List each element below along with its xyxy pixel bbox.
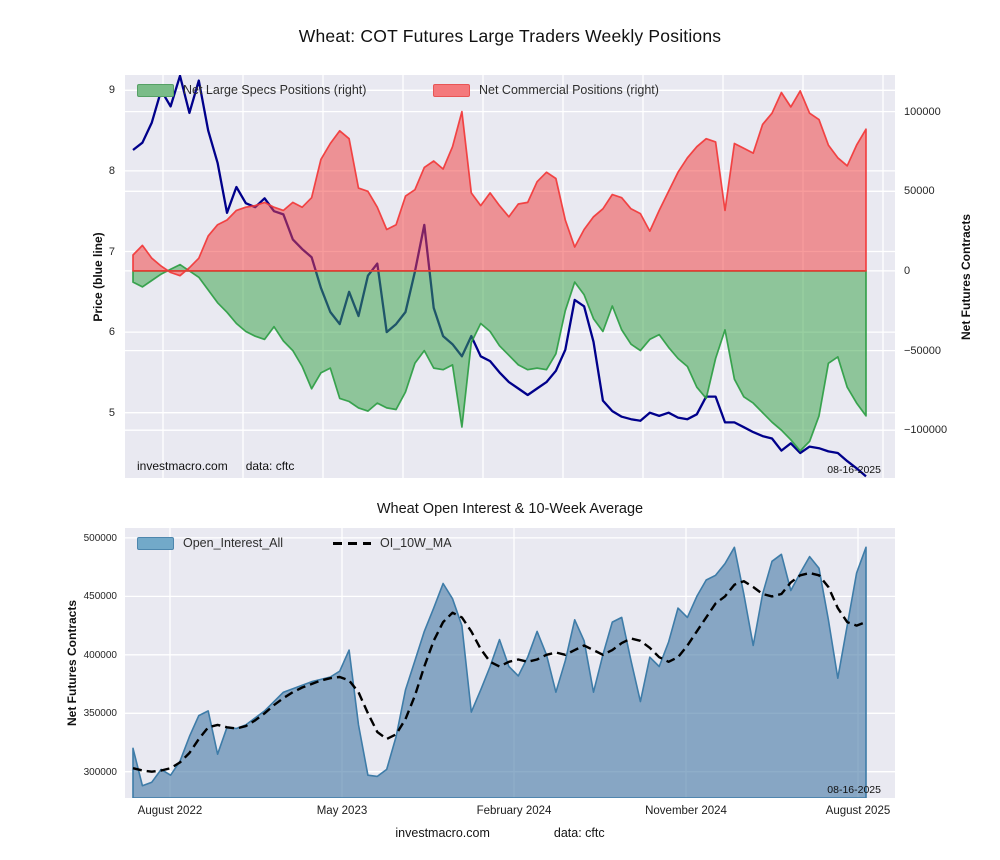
top-right-axis-label: Net Futures Contracts xyxy=(959,213,973,341)
bottom-date-label: 08-16-2025 xyxy=(827,784,881,796)
bottom-chart-title: Wheat Open Interest & 10-Week Average xyxy=(376,501,644,517)
top-right-y-tick-label: 50000 xyxy=(904,185,935,198)
top-date-label: 08-16-2025 xyxy=(827,464,881,476)
top-chart-title: Wheat: COT Futures Large Traders Weekly … xyxy=(298,26,722,46)
open-interest-legend-swatch-icon xyxy=(137,536,174,550)
top-left-y-tick-label: 8 xyxy=(108,164,115,177)
commercials-legend-label: Net Commercial Positions (right) xyxy=(479,83,659,97)
bottom-x-tick-label: August 2022 xyxy=(137,805,203,817)
bottom-chart-canvas xyxy=(125,528,895,798)
bottom-left-y-tick-label: 400000 xyxy=(83,649,117,661)
bottom-x-tick-label: May 2023 xyxy=(316,805,368,817)
watermark-source: data: cftc xyxy=(245,459,295,473)
figure-footer: investmacro.com data: cftc xyxy=(0,826,1000,840)
bottom-plot-area: Open_Interest_All OI_10W_MA 08-16-2025 xyxy=(125,528,895,798)
bottom-left-y-tick-label: 450000 xyxy=(83,591,117,603)
top-plot-area: Net Large Specs Positions (right) Net Co… xyxy=(125,75,895,478)
watermark-site: investmacro.com xyxy=(137,459,228,473)
specs-legend-label: Net Large Specs Positions (right) xyxy=(183,83,367,97)
ma-legend-label: OI_10W_MA xyxy=(380,536,452,550)
top-left-y-tick-label: 6 xyxy=(108,326,115,339)
open-interest-legend-label: Open_Interest_All xyxy=(183,536,284,550)
bottom-left-y-tick-label: 500000 xyxy=(83,532,117,544)
top-right-y-tick-label: 0 xyxy=(904,264,911,277)
legend-entry-specs: Net Large Specs Positions (right) xyxy=(137,81,366,99)
legend-entry-open-interest: Open_Interest_All xyxy=(137,534,283,552)
top-left-y-tick-label: 5 xyxy=(108,406,115,419)
bottom-left-y-tick-label: 300000 xyxy=(83,766,117,778)
legend-entry-commercials: Net Commercial Positions (right) xyxy=(433,81,659,99)
top-left-y-tick-label: 7 xyxy=(108,245,115,258)
commercials-legend-swatch-icon xyxy=(433,83,470,97)
top-right-y-tick-label: −100000 xyxy=(904,424,948,437)
bottom-x-tick-label: August 2025 xyxy=(825,805,891,817)
footer-source: data: cftc xyxy=(553,826,605,840)
watermark: investmacro.com data: cftc xyxy=(137,459,294,473)
top-chart-canvas xyxy=(125,75,895,478)
top-left-y-tick-label: 9 xyxy=(108,84,115,97)
top-right-y-tick-label: 100000 xyxy=(904,105,941,118)
bottom-x-tick-label: November 2024 xyxy=(645,805,727,817)
specs-legend-swatch-icon xyxy=(137,83,174,97)
footer-site: investmacro.com xyxy=(395,826,490,840)
dashed-line-legend-icon xyxy=(333,541,371,545)
bottom-x-tick-label: February 2024 xyxy=(476,805,552,817)
bottom-left-y-tick-label: 350000 xyxy=(83,708,117,720)
top-right-y-tick-label: −50000 xyxy=(904,344,942,357)
legend-entry-ma: OI_10W_MA xyxy=(333,534,452,552)
